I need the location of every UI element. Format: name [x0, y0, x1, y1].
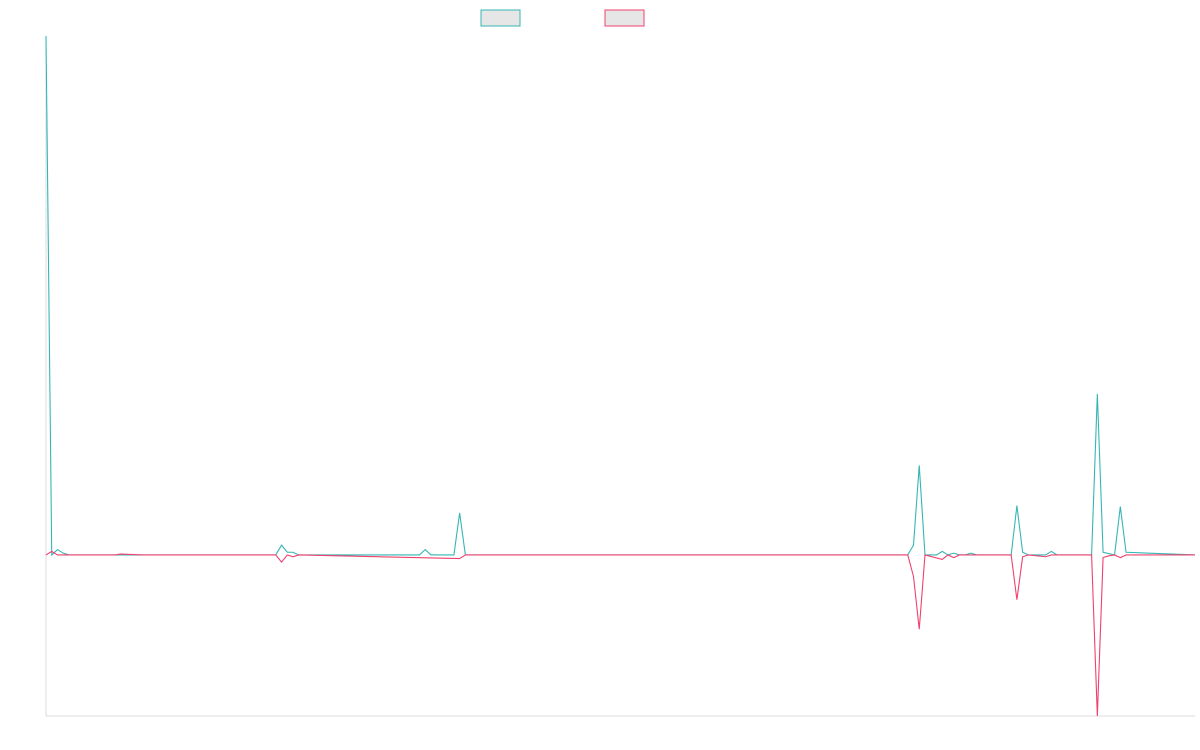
series-line-2	[45, 550, 1195, 717]
series-layer	[45, 35, 1196, 717]
axes	[45, 36, 1195, 717]
legend-swatch[interactable]	[480, 9, 521, 27]
series-line-1	[45, 35, 1196, 557]
legend-swatch[interactable]	[604, 9, 645, 27]
legend	[480, 9, 645, 27]
legend-item-2[interactable]	[604, 9, 645, 27]
legend-item-1[interactable]	[480, 9, 521, 27]
